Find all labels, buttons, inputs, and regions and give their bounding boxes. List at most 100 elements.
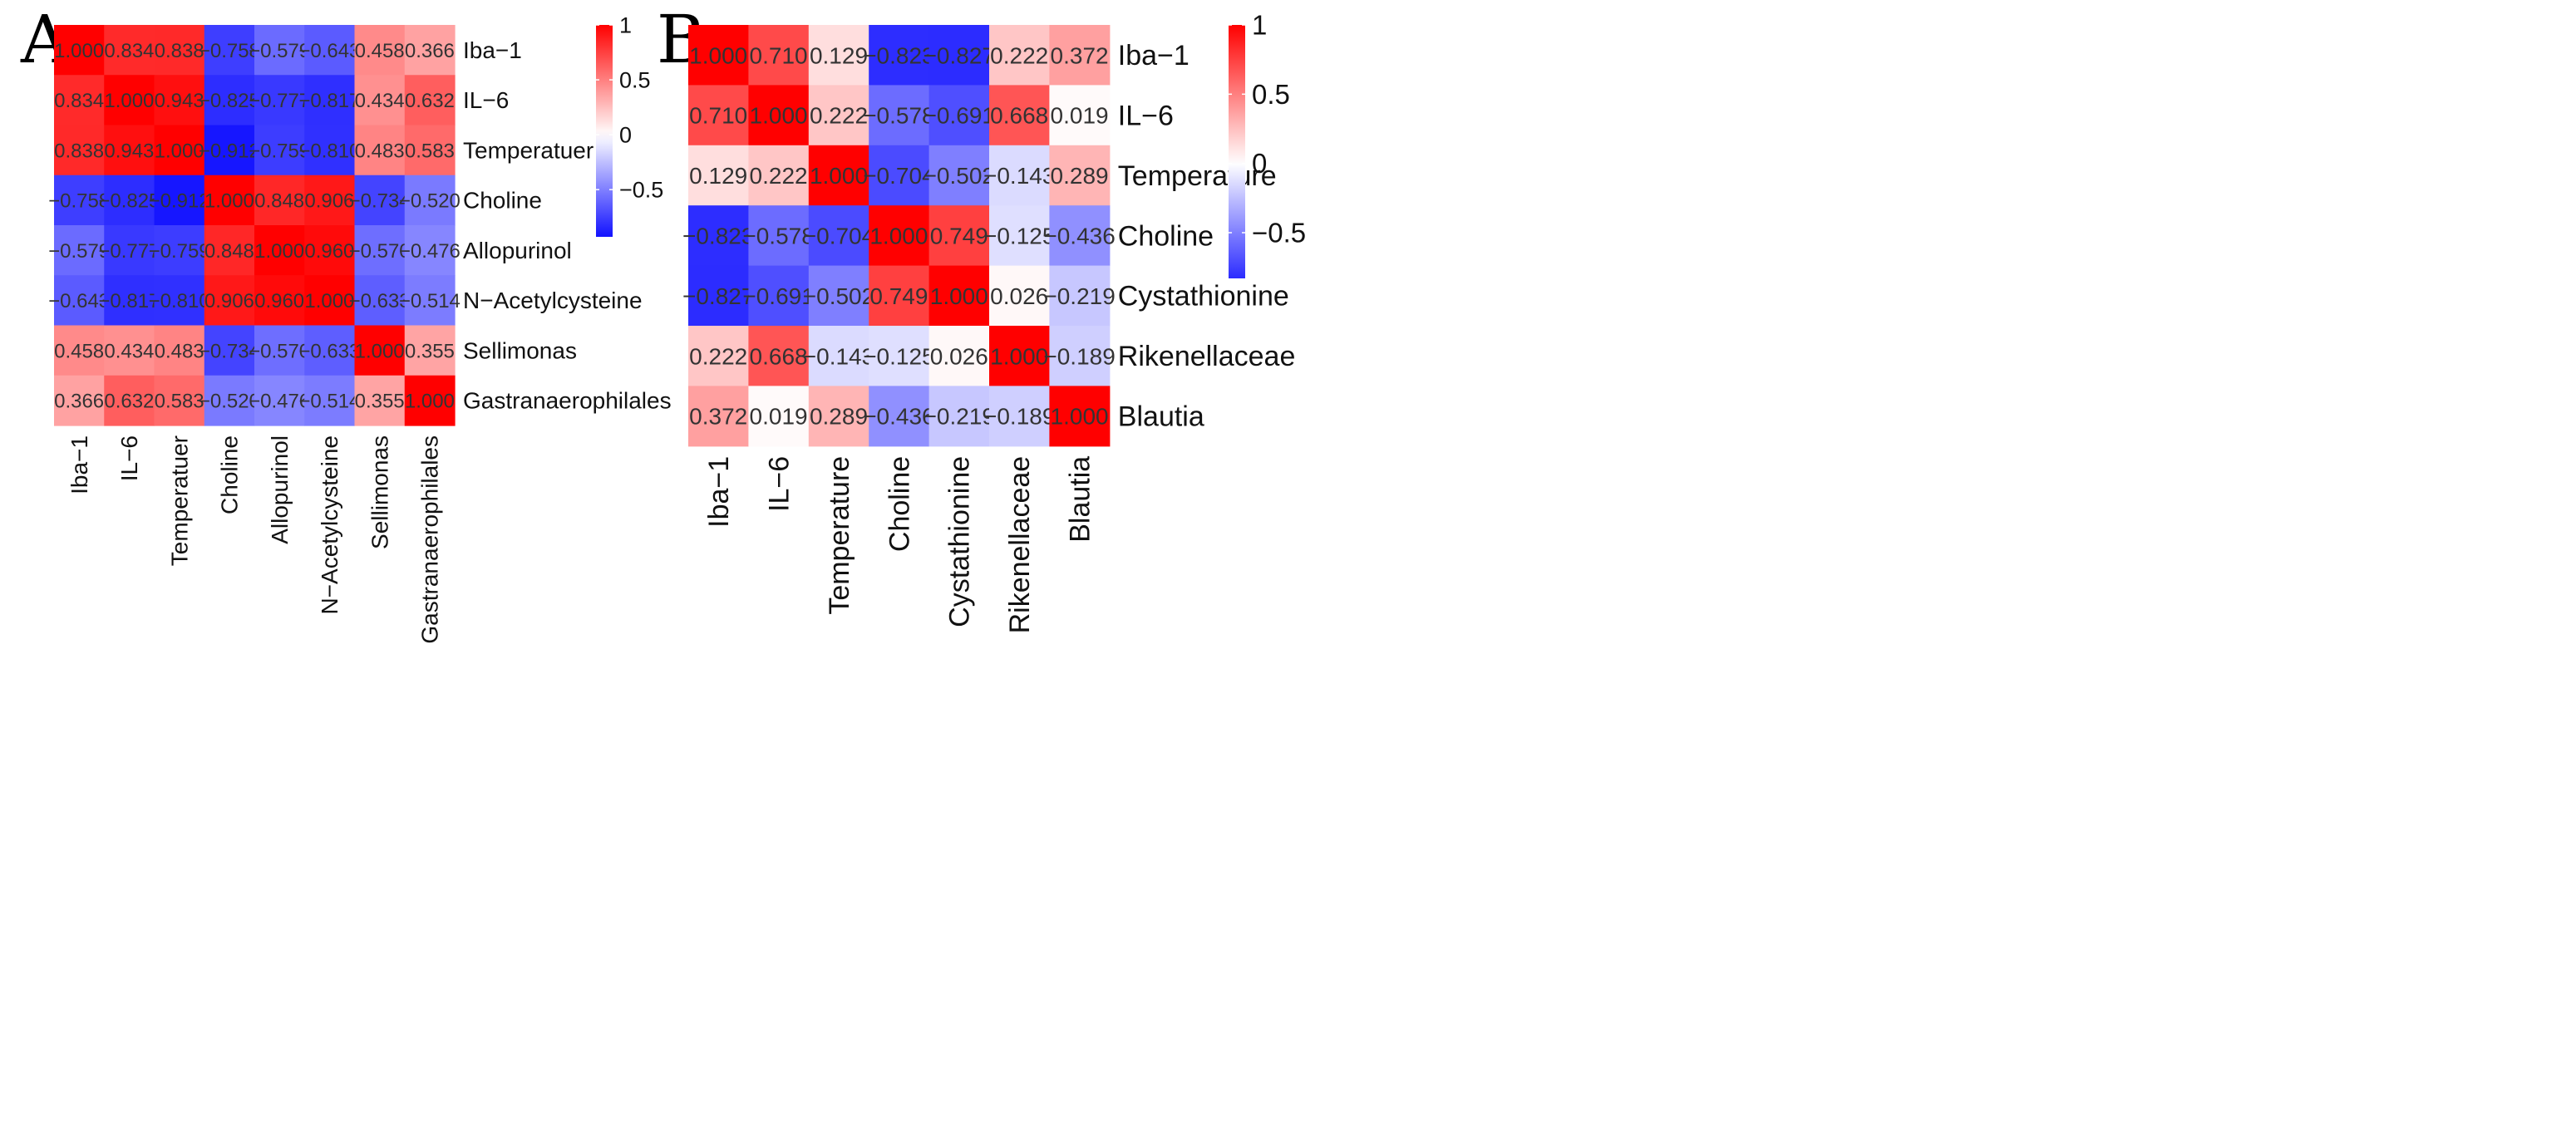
heatmap-cell <box>354 375 406 426</box>
heatmap-cell <box>869 25 930 86</box>
cell-value-label: −0.704 <box>863 163 934 189</box>
colorbar-tick-label: 0.5 <box>619 68 651 93</box>
row-label: IL−6 <box>1118 101 1174 132</box>
cell-value-label: −0.633 <box>349 290 411 312</box>
heatmap-cell <box>989 265 1050 327</box>
heatmap-cell <box>304 275 356 327</box>
cell-value-label: −0.825 <box>98 190 160 213</box>
cell-value-label: 0.632 <box>104 391 154 413</box>
heatmap-cell <box>354 75 406 126</box>
column-label: Rikenellaceae <box>1004 456 1036 634</box>
heatmap-cell <box>254 325 305 376</box>
cell-value-label: −0.219 <box>1043 283 1115 309</box>
heatmap-cell <box>1049 25 1111 86</box>
cell-value-label: −0.476 <box>249 391 310 413</box>
cell-value-label: 0.222 <box>750 163 808 189</box>
cell-value-label: −0.189 <box>1043 343 1115 369</box>
row-label: Allopurinol <box>463 238 572 263</box>
cell-value-label: 0.355 <box>405 340 455 362</box>
column-label: Sellimonas <box>367 435 392 549</box>
column-label: Blautia <box>1065 456 1096 543</box>
heatmap-cell <box>748 145 810 206</box>
row-label: Choline <box>463 188 542 214</box>
cell-value-label: 1.000 <box>869 223 928 248</box>
heatmap-cell <box>104 225 155 276</box>
heatmap-cell <box>748 265 810 327</box>
heatmap-cell <box>808 205 869 267</box>
heatmap-cell <box>1049 145 1111 206</box>
heatmap-cell <box>204 225 255 276</box>
heatmap-cell <box>688 85 749 146</box>
heatmap-cell <box>254 375 305 426</box>
heatmap-cell <box>1049 205 1111 267</box>
row-label: IL−6 <box>463 87 509 113</box>
cell-value-label: −0.436 <box>863 404 934 430</box>
heatmap-cell <box>254 225 305 276</box>
colorbar-tick-label: 0 <box>1252 148 1267 179</box>
heatmap-cell <box>54 325 105 376</box>
cell-value-label: −0.436 <box>1043 223 1115 248</box>
cell-value-label: 0.943 <box>104 140 154 162</box>
cell-value-label: 0.434 <box>355 90 405 112</box>
cell-value-label: 0.960 <box>254 290 304 312</box>
heatmap-cell <box>404 275 456 327</box>
heatmap-cell <box>254 275 305 327</box>
heatmap-cell <box>808 265 869 327</box>
heatmap-cell <box>808 145 869 206</box>
heatmap-cell <box>688 205 749 267</box>
cell-value-label: −0.125 <box>863 343 934 369</box>
heatmap-cell <box>808 25 869 86</box>
heatmap-cell <box>869 326 930 386</box>
cell-value-label: −0.691 <box>742 283 814 309</box>
cell-value-label: −0.817 <box>298 90 360 112</box>
heatmap-cell <box>104 325 155 376</box>
cell-value-label: 0.355 <box>355 391 405 413</box>
row-label: Temperature <box>1118 160 1277 192</box>
cell-value-label: 0.366 <box>405 40 455 62</box>
cell-value-label: 1.000 <box>810 163 868 189</box>
heatmap-cell <box>869 145 930 206</box>
row-label: Iba−1 <box>1118 40 1189 71</box>
colorbar-tick-label: 0.5 <box>1252 79 1290 110</box>
cell-value-label: −0.758 <box>199 40 260 62</box>
cell-value-label: 0.906 <box>204 290 254 312</box>
row-label: N−Acetylcysteine <box>463 288 643 313</box>
cell-value-label: −0.578 <box>742 223 814 248</box>
column-label: IL−6 <box>116 435 142 481</box>
cell-value-label: 0.848 <box>254 190 304 213</box>
cell-value-label: −0.579 <box>249 40 310 62</box>
row-label: Rikenellaceae <box>1118 341 1296 372</box>
heatmap-cell <box>354 275 406 327</box>
cell-value-label: 0.372 <box>689 404 747 430</box>
column-label: N−Acetylcysteine <box>317 435 342 615</box>
heatmap-cell <box>54 75 105 126</box>
cell-value-label: 1.000 <box>155 140 204 162</box>
heatmap-cell <box>304 375 356 426</box>
cell-value-label: 0.019 <box>750 404 808 430</box>
cell-value-label: −0.823 <box>682 223 754 248</box>
heatmap-cell <box>254 25 305 76</box>
cell-value-label: −0.734 <box>349 190 411 213</box>
row-label: Cystathionine <box>1118 281 1289 312</box>
heatmap-cell <box>154 375 205 426</box>
cell-value-label: −0.143 <box>983 163 1055 189</box>
heatmap-cell <box>204 375 255 426</box>
heatmap-cell <box>688 326 749 386</box>
cell-value-label: −0.643 <box>298 40 360 62</box>
cell-value-label: 0.458 <box>355 40 405 62</box>
heatmap-cell <box>154 325 205 376</box>
heatmap-cell <box>204 325 255 376</box>
cell-value-label: −0.777 <box>249 90 310 112</box>
heatmap-cell <box>1049 85 1111 146</box>
cell-value-label: −0.734 <box>199 340 260 362</box>
colorbar-tick-label: 1 <box>1252 10 1267 41</box>
cell-value-label: 1.000 <box>990 343 1048 369</box>
heatmap-cell <box>928 326 990 386</box>
cell-value-label: −0.189 <box>983 404 1055 430</box>
cell-value-label: −0.633 <box>298 340 360 362</box>
cell-value-label: 0.026 <box>990 283 1048 309</box>
cell-value-label: 0.710 <box>689 103 747 129</box>
cell-value-label: −0.570 <box>249 340 310 362</box>
colorbar <box>596 25 613 237</box>
